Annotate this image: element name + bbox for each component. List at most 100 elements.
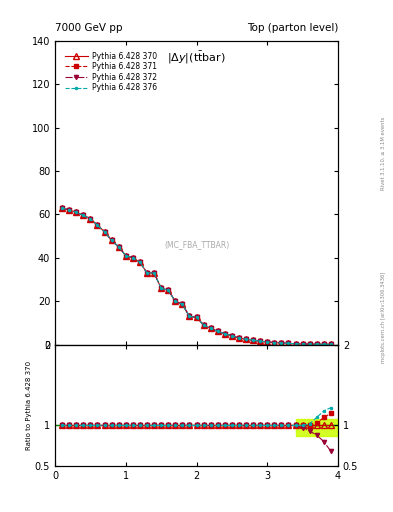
- Pythia 6.428 370: [215, 328, 220, 334]
- Pythia 6.428 372: [95, 222, 100, 228]
- Pythia 6.428 370: [244, 336, 248, 342]
- Pythia 6.428 370: [272, 339, 277, 346]
- Pythia 6.428 376: [237, 335, 241, 341]
- Pythia 6.428 371: [109, 238, 114, 244]
- Pythia 6.428 371: [130, 254, 135, 261]
- Pythia 6.428 370: [109, 238, 114, 244]
- Pythia 6.428 372: [230, 333, 234, 339]
- Pythia 6.428 376: [173, 298, 178, 304]
- Pythia 6.428 376: [307, 341, 312, 347]
- Pythia 6.428 372: [215, 328, 220, 334]
- Pythia 6.428 371: [279, 340, 284, 346]
- Pythia 6.428 371: [314, 341, 319, 347]
- Pythia 6.428 371: [67, 207, 72, 213]
- Pythia 6.428 370: [307, 341, 312, 347]
- Pythia 6.428 372: [272, 339, 277, 346]
- Pythia 6.428 372: [201, 322, 206, 328]
- Pythia 6.428 376: [272, 339, 277, 346]
- Pythia 6.428 370: [138, 259, 142, 265]
- Pythia 6.428 371: [201, 322, 206, 328]
- Pythia 6.428 370: [81, 212, 86, 219]
- Pythia 6.428 372: [307, 341, 312, 347]
- Pythia 6.428 376: [293, 340, 298, 347]
- Pythia 6.428 370: [194, 314, 199, 321]
- Pythia 6.428 371: [251, 337, 255, 343]
- Pythia 6.428 376: [130, 254, 135, 261]
- Pythia 6.428 371: [265, 339, 270, 345]
- Pythia 6.428 370: [152, 270, 156, 276]
- Pythia 6.428 371: [173, 298, 178, 304]
- Line: Pythia 6.428 371: Pythia 6.428 371: [60, 206, 333, 347]
- Pythia 6.428 370: [159, 285, 163, 291]
- Pythia 6.428 372: [60, 205, 64, 211]
- Pythia 6.428 372: [265, 339, 270, 345]
- Pythia 6.428 370: [116, 244, 121, 250]
- Pythia 6.428 370: [180, 302, 185, 308]
- Pythia 6.428 371: [95, 222, 100, 228]
- Pythia 6.428 372: [244, 336, 248, 342]
- Pythia 6.428 370: [208, 325, 213, 331]
- Pythia 6.428 372: [166, 287, 171, 293]
- Pythia 6.428 372: [329, 342, 333, 348]
- Pythia 6.428 371: [145, 270, 149, 276]
- Pythia 6.428 376: [81, 212, 86, 219]
- Pythia 6.428 371: [102, 229, 107, 235]
- Pythia 6.428 371: [194, 314, 199, 321]
- Pythia 6.428 372: [159, 285, 163, 291]
- Pythia 6.428 376: [187, 313, 192, 319]
- Pythia 6.428 376: [145, 270, 149, 276]
- Pythia 6.428 371: [272, 339, 277, 346]
- Pythia 6.428 372: [208, 325, 213, 331]
- Pythia 6.428 376: [123, 252, 128, 259]
- Pythia 6.428 376: [102, 229, 107, 235]
- Pythia 6.428 371: [180, 302, 185, 308]
- Pythia 6.428 370: [279, 340, 284, 346]
- Pythia 6.428 376: [215, 328, 220, 334]
- Pythia 6.428 376: [314, 341, 319, 347]
- Pythia 6.428 376: [208, 325, 213, 331]
- Pythia 6.428 376: [116, 244, 121, 250]
- Text: 7000 GeV pp: 7000 GeV pp: [55, 23, 123, 33]
- Pythia 6.428 372: [237, 335, 241, 341]
- Pythia 6.428 370: [329, 342, 333, 348]
- Pythia 6.428 371: [116, 244, 121, 250]
- Pythia 6.428 372: [102, 229, 107, 235]
- Pythia 6.428 376: [321, 341, 326, 347]
- Pythia 6.428 372: [138, 259, 142, 265]
- Pythia 6.428 376: [251, 337, 255, 343]
- Pythia 6.428 372: [300, 341, 305, 347]
- Pythia 6.428 376: [329, 342, 333, 348]
- Pythia 6.428 372: [152, 270, 156, 276]
- Pythia 6.428 372: [279, 340, 284, 346]
- Pythia 6.428 371: [123, 252, 128, 259]
- Pythia 6.428 376: [194, 314, 199, 321]
- Pythia 6.428 370: [293, 340, 298, 347]
- Pythia 6.428 376: [230, 333, 234, 339]
- Pythia 6.428 372: [116, 244, 121, 250]
- Pythia 6.428 376: [286, 340, 291, 347]
- Pythia 6.428 371: [230, 333, 234, 339]
- Pythia 6.428 372: [187, 313, 192, 319]
- Pythia 6.428 372: [130, 254, 135, 261]
- Pythia 6.428 370: [123, 252, 128, 259]
- Pythia 6.428 370: [173, 298, 178, 304]
- Pythia 6.428 370: [130, 254, 135, 261]
- Pythia 6.428 371: [159, 285, 163, 291]
- Line: Pythia 6.428 372: Pythia 6.428 372: [60, 206, 333, 347]
- Pythia 6.428 376: [201, 322, 206, 328]
- Pythia 6.428 376: [60, 205, 64, 211]
- Pythia 6.428 371: [286, 340, 291, 347]
- Pythia 6.428 370: [314, 341, 319, 347]
- Pythia 6.428 371: [60, 205, 64, 211]
- Pythia 6.428 372: [258, 338, 263, 345]
- Pythia 6.428 372: [88, 216, 93, 222]
- Y-axis label: Ratio to Pythia 6.428 370: Ratio to Pythia 6.428 370: [26, 360, 32, 450]
- Line: Pythia 6.428 370: Pythia 6.428 370: [59, 205, 334, 347]
- Pythia 6.428 370: [286, 340, 291, 347]
- Pythia 6.428 371: [215, 328, 220, 334]
- Text: $|\Delta y|$(t$\bar{\rm t}$bar): $|\Delta y|$(t$\bar{\rm t}$bar): [167, 50, 226, 66]
- Pythia 6.428 370: [102, 229, 107, 235]
- Pythia 6.428 376: [222, 331, 227, 337]
- Pythia 6.428 376: [95, 222, 100, 228]
- Pythia 6.428 372: [81, 212, 86, 219]
